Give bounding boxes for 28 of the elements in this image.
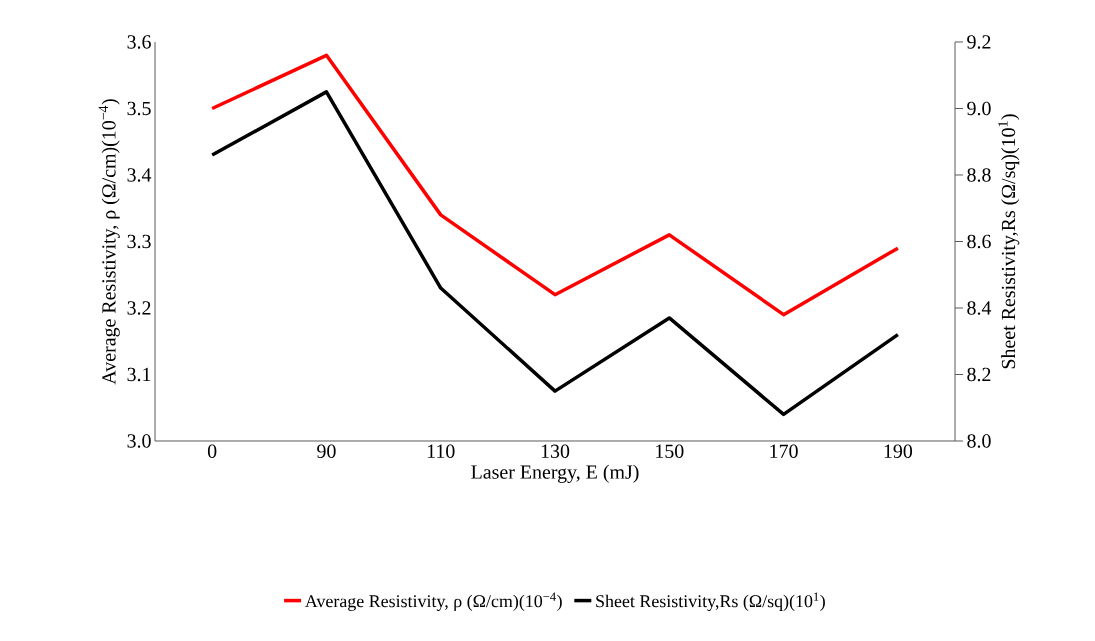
legend-label: Average Resistivity, ρ (Ω/cm)(10$^{−4}$) — [305, 592, 562, 611]
x-axis-title: Laser Energy, E (mJ) — [471, 464, 639, 483]
legend-label: Sheet Resistivity,Rs (Ω/sq)(10$^{1}$) — [596, 592, 825, 611]
y2-tick-label: 8.6 — [967, 234, 991, 249]
y-tick-label: 3.1 — [127, 367, 151, 382]
y2-tick-label: 9.2 — [967, 35, 991, 49]
y2-tick-label: 8.8 — [967, 168, 991, 182]
x-tick-label: 190 — [884, 444, 913, 458]
x-tick-label: 90 — [317, 444, 336, 458]
y-tick-label: 3.0 — [127, 434, 151, 448]
y-tick-label: 3.5 — [127, 101, 151, 116]
y-tick-label: 3.6 — [127, 35, 151, 49]
x-tick-label: 130 — [541, 444, 570, 458]
y-tick-label: 3.2 — [127, 301, 151, 315]
x-tick-label: 0 — [207, 444, 217, 458]
line-series — [210, 90, 900, 417]
y2-tick-label: 9.0 — [967, 101, 991, 116]
y2-tick-label: 8.4 — [967, 301, 992, 315]
y-axis-title: Average Resistivity, ρ (Ω/cm)(10$^{−4}$) — [98, 99, 120, 385]
y2-tick-label: 8.0 — [967, 434, 991, 448]
y-tick-label: 3.4 — [127, 168, 152, 182]
x-tick-label: 110 — [427, 444, 455, 458]
y-tick-label: 3.3 — [127, 234, 151, 249]
x-tick-label: 170 — [770, 444, 798, 458]
y2-tick-label: 8.2 — [967, 367, 991, 382]
line-series — [210, 53, 900, 317]
y2-axis-title: Sheet Resistivity,Rs (Ω/sq)(10$^{1}$) — [998, 114, 1020, 369]
x-tick-label: 150 — [656, 444, 684, 458]
